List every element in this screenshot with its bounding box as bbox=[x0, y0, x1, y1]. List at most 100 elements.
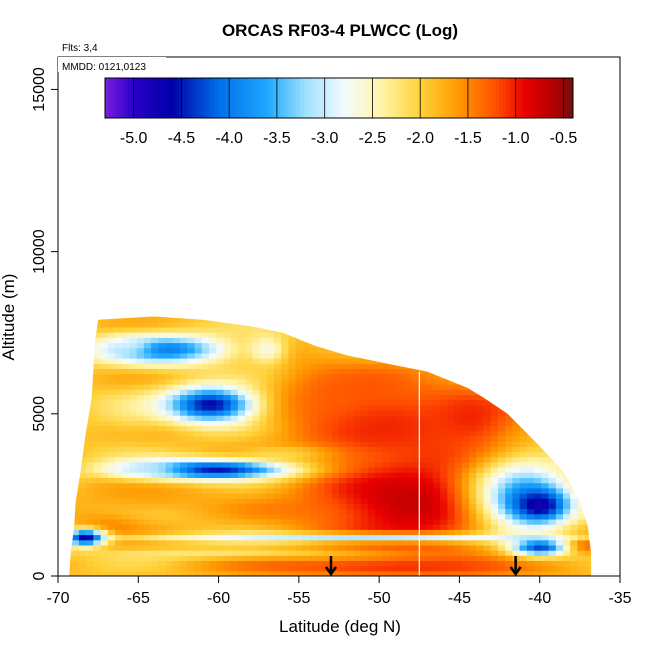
heatmap-cell bbox=[69, 456, 73, 463]
heatmap-cell bbox=[143, 404, 152, 411]
heatmap-cell bbox=[440, 508, 448, 515]
heatmap-cell bbox=[534, 570, 542, 576]
heatmap-cell bbox=[180, 493, 188, 499]
heatmap-cell bbox=[115, 524, 123, 530]
heatmap-cell bbox=[353, 384, 362, 390]
heatmap-cell bbox=[187, 368, 196, 375]
heatmap-cell bbox=[208, 555, 217, 561]
heatmap-cell bbox=[223, 332, 232, 338]
heatmap-cell bbox=[360, 430, 369, 437]
heatmap-cell bbox=[237, 461, 246, 468]
heatmap-cell bbox=[541, 420, 550, 427]
heatmap-cell bbox=[367, 570, 376, 576]
heatmap-cell bbox=[498, 389, 506, 395]
heatmap-cell bbox=[78, 560, 87, 567]
heatmap-cell bbox=[310, 518, 318, 525]
heatmap-cell bbox=[324, 368, 333, 375]
heatmap-cell bbox=[302, 321, 311, 328]
heatmap-cell bbox=[346, 513, 354, 520]
heatmap-cell bbox=[396, 363, 405, 369]
heatmap-cell bbox=[69, 441, 73, 447]
heatmap-cell bbox=[512, 529, 521, 536]
heatmap-cell bbox=[230, 456, 239, 463]
heatmap-cell bbox=[180, 384, 188, 390]
heatmap-cell bbox=[447, 560, 456, 567]
heatmap-cell bbox=[100, 415, 109, 421]
heatmap-cell bbox=[78, 565, 87, 572]
heatmap-cell bbox=[259, 321, 268, 328]
heatmap-cell bbox=[490, 487, 499, 494]
heatmap-cell bbox=[555, 524, 564, 530]
heatmap-cell bbox=[165, 513, 174, 520]
heatmap-cell bbox=[447, 456, 456, 463]
heatmap-cell bbox=[288, 316, 297, 323]
heatmap-cell bbox=[353, 332, 362, 338]
heatmap-cell bbox=[418, 337, 427, 344]
heatmap-cell bbox=[447, 389, 456, 395]
heatmap-cell bbox=[346, 503, 354, 510]
heatmap-cell bbox=[281, 472, 289, 478]
heatmap-cell bbox=[592, 498, 600, 504]
heatmap-cell bbox=[266, 451, 275, 458]
heatmap-cell bbox=[69, 409, 73, 416]
heatmap-cell bbox=[201, 441, 210, 447]
colorbar-swatch bbox=[218, 78, 223, 118]
heatmap-cell bbox=[194, 477, 203, 484]
heatmap-cell bbox=[592, 535, 600, 541]
colorbar-swatch bbox=[253, 78, 258, 118]
heatmap-cell bbox=[548, 518, 557, 525]
heatmap-cell bbox=[367, 482, 376, 489]
heatmap-cell bbox=[592, 436, 600, 442]
heatmap-cell bbox=[411, 498, 420, 504]
heatmap-cell bbox=[165, 409, 174, 416]
colorbar-swatch bbox=[409, 78, 414, 118]
heatmap-cell bbox=[498, 565, 506, 572]
heatmap-cell bbox=[375, 358, 383, 364]
heatmap-cell bbox=[223, 373, 232, 380]
heatmap-cell bbox=[447, 363, 456, 369]
colorbar-swatch bbox=[237, 78, 242, 118]
heatmap-cell bbox=[432, 555, 441, 561]
heatmap-cell bbox=[555, 503, 564, 510]
heatmap-cell bbox=[469, 363, 477, 369]
heatmap-cell bbox=[216, 565, 224, 572]
heatmap-cell bbox=[447, 513, 456, 520]
heatmap-cell bbox=[570, 503, 578, 510]
heatmap-cell bbox=[440, 503, 448, 510]
heatmap-cell bbox=[115, 550, 123, 556]
heatmap-cell bbox=[592, 477, 600, 483]
heatmap-cell bbox=[324, 544, 333, 551]
heatmap-cell bbox=[187, 409, 196, 416]
heatmap-cell bbox=[136, 373, 145, 380]
heatmap-cell bbox=[512, 539, 521, 546]
heatmap-cell bbox=[237, 326, 246, 333]
heatmap-cell bbox=[302, 550, 311, 556]
heatmap-cell bbox=[396, 332, 405, 338]
colorbar-swatch bbox=[475, 78, 480, 118]
heatmap-cell bbox=[310, 389, 318, 395]
heatmap-cell bbox=[570, 378, 578, 385]
heatmap-cell bbox=[396, 524, 405, 530]
heatmap-cell bbox=[339, 321, 347, 328]
heatmap-cell bbox=[266, 321, 275, 328]
heatmap-cell bbox=[71, 451, 80, 458]
heatmap-cell bbox=[534, 435, 542, 442]
heatmap-cell bbox=[469, 415, 477, 421]
heatmap-cell bbox=[129, 441, 138, 447]
heatmap-cell bbox=[331, 425, 340, 432]
heatmap-cell bbox=[158, 513, 167, 520]
heatmap-cell bbox=[187, 415, 196, 421]
heatmap-cell bbox=[548, 560, 557, 567]
colorbar-swatch bbox=[401, 78, 406, 118]
heatmap-cell bbox=[317, 441, 326, 447]
heatmap-cell bbox=[447, 461, 456, 468]
heatmap-cell bbox=[252, 472, 261, 478]
heatmap-cell bbox=[454, 316, 463, 318]
heatmap-cell bbox=[151, 529, 159, 536]
heatmap-cell bbox=[208, 430, 217, 437]
heatmap-cell bbox=[288, 409, 297, 416]
heatmap-cell bbox=[526, 435, 535, 442]
heatmap-cell bbox=[201, 358, 210, 364]
heatmap-cell bbox=[245, 420, 253, 427]
heatmap-cell bbox=[71, 384, 80, 390]
